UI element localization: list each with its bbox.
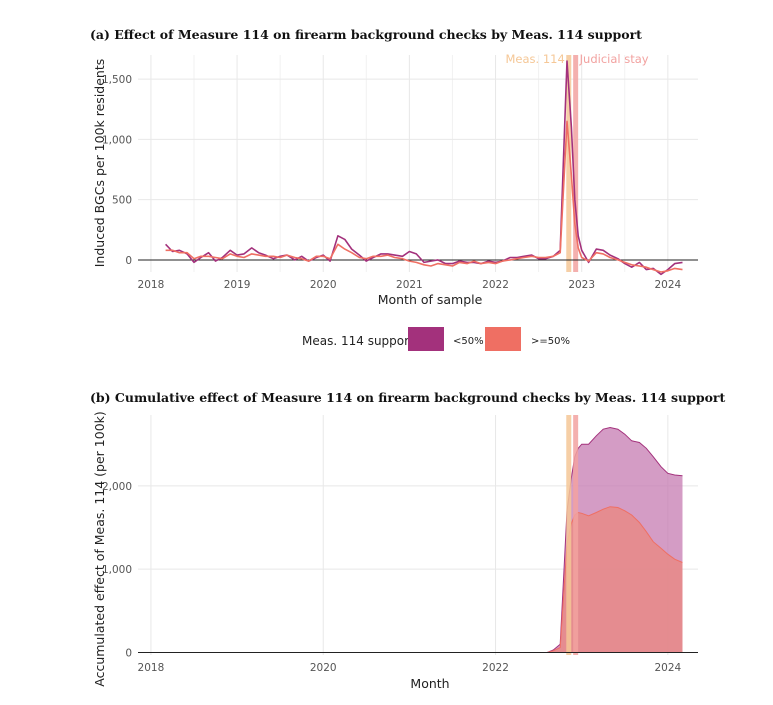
panel-b-ticks: 2018 2020 2022 2024 0 1,000 2,000 <box>102 481 682 674</box>
panel-b-y-tick-label: 1,000 <box>102 564 132 576</box>
panel-a-ticks: 2018 2019 2020 2021 2022 2023 2024 0 500 1,000 1,5… <box>102 74 682 291</box>
panel-a-y-tick-label: 500 <box>112 195 132 207</box>
panel-a-event-label-judicial-stay: Judicial stay <box>579 52 649 66</box>
panel-b-events <box>566 415 579 655</box>
panel-b-series-ge50-line <box>146 506 683 653</box>
panel-a-y-tick-label: 0 <box>125 255 132 267</box>
panel-a-series-lt50-line <box>165 60 683 276</box>
panel-b-y-tick-label: 0 <box>125 648 132 660</box>
panel-b-x-tick-label: 2022 <box>482 662 509 674</box>
panel-b-event-band-judicial-stay <box>573 415 579 655</box>
panel-a-x-axis-title: Month of sample <box>378 292 483 307</box>
panel-a-y-tick-label: 1,000 <box>102 134 132 146</box>
panel-a-event-label-meas114: Meas. 114 <box>505 52 564 66</box>
panel-b-series <box>146 426 683 653</box>
panel-a-series <box>165 60 683 276</box>
panel-a-x-tick-label: 2019 <box>224 279 251 291</box>
panel-a-event-band-meas114 <box>566 55 572 272</box>
panel-b-x-tick-label: 2018 <box>138 662 165 674</box>
panel-a-grid <box>138 55 698 272</box>
panel-a-event-band-judicial-stay <box>573 55 579 272</box>
panel-b-series-ge50-area <box>146 506 683 653</box>
panel-a-events: Meas. 114 Judicial stay <box>505 52 649 272</box>
panel-a-title: (a) Effect of Measure 114 on firearm bac… <box>90 27 642 42</box>
panel-b: (b) Cumulative effect of Measure 114 on … <box>90 390 726 691</box>
panel-b-x-axis-title: Month <box>410 676 449 691</box>
legend-label-ge50: >=50% <box>531 336 570 347</box>
panel-a-x-tick-label: 2024 <box>654 279 681 291</box>
panel-b-y-tick-label: 2,000 <box>102 481 132 493</box>
panel-a-x-tick-label: 2018 <box>138 279 165 291</box>
panel-a: (a) Effect of Measure 114 on firearm bac… <box>90 27 698 307</box>
panel-b-y-axis-title: Accumulated effect of Meas. 114 (per 100… <box>92 411 107 687</box>
panel-a-y-tick-label: 1,500 <box>102 74 132 86</box>
legend-label-lt50: <50% <box>453 336 484 347</box>
legend-swatch-ge50 <box>485 327 521 351</box>
panel-b-x-tick-label: 2024 <box>654 662 681 674</box>
panel-b-event-band-meas114 <box>566 415 572 655</box>
legend-title: Meas. 114 support <box>302 334 414 348</box>
panel-b-x-tick-label: 2020 <box>310 662 337 674</box>
panel-b-series-lt50-line <box>146 426 683 653</box>
panel-a-series-ge50-line <box>165 120 683 273</box>
panel-a-y-axis-title: Induced BGCs per 100k residents <box>92 59 107 268</box>
panel-a-x-tick-label: 2022 <box>482 279 509 291</box>
panel-a-x-tick-label: 2023 <box>568 279 595 291</box>
panel-a-x-tick-label: 2021 <box>396 279 423 291</box>
panel-b-title: (b) Cumulative effect of Measure 114 on … <box>90 390 726 405</box>
legend: Meas. 114 support <50% >=50% <box>302 327 570 351</box>
panel-a-x-tick-label: 2020 <box>310 279 337 291</box>
legend-swatch-lt50 <box>408 327 444 351</box>
